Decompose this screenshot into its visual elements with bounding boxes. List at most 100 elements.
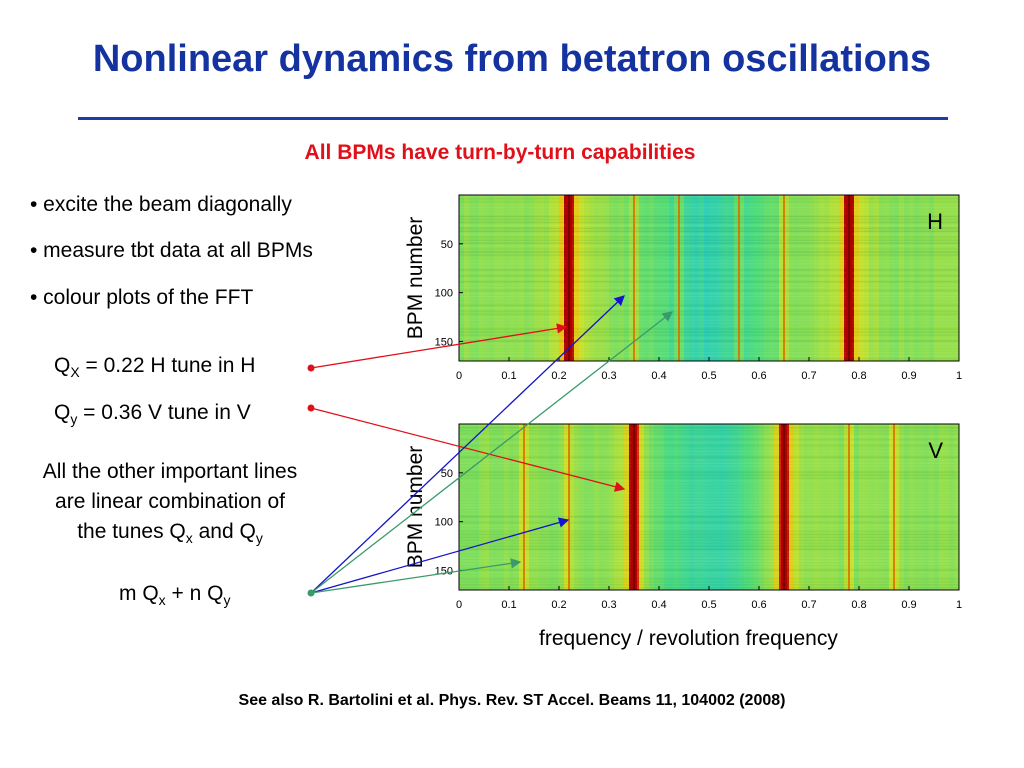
bpm-row-stripe bbox=[459, 200, 959, 203]
x-tick-label: 0.2 bbox=[551, 370, 566, 382]
heatmap-column bbox=[659, 195, 665, 361]
combo-arrow-v-green bbox=[310, 558, 522, 594]
linear-combination-note: All the other important lines are linear… bbox=[20, 457, 320, 553]
heatmap-column bbox=[754, 424, 760, 590]
heatmap-column bbox=[494, 424, 500, 590]
y-axis-label: BPM number bbox=[404, 217, 427, 340]
note-line-1: All the other important lines bbox=[42, 460, 298, 483]
heatmap-column bbox=[559, 195, 565, 361]
bpm-row-stripe bbox=[459, 545, 959, 548]
heatmap-column bbox=[474, 195, 480, 361]
heatmap-column bbox=[649, 424, 655, 590]
bpm-row-stripe bbox=[459, 542, 959, 545]
bpm-row-stripe bbox=[459, 278, 959, 280]
x-tick-label: 0.3 bbox=[601, 370, 616, 382]
heatmap-column bbox=[799, 424, 805, 590]
heatmap-column bbox=[619, 424, 625, 590]
resonance-line bbox=[633, 195, 635, 361]
heatmap-column bbox=[829, 424, 835, 590]
heatmap-column bbox=[949, 195, 955, 361]
heatmap-column bbox=[504, 195, 510, 361]
bullet-colour-plots: • colour plots of the FFT bbox=[30, 286, 254, 309]
heatmap-column bbox=[564, 424, 570, 590]
heatmap-column bbox=[589, 195, 595, 361]
resonance-line bbox=[678, 195, 680, 361]
bpm-row-stripe bbox=[459, 289, 959, 292]
bpm-row-stripe bbox=[459, 257, 959, 259]
bpm-row-stripe bbox=[459, 343, 959, 345]
heatmap-column bbox=[884, 195, 890, 361]
heatmap-column bbox=[894, 195, 900, 361]
heatmap-column bbox=[774, 195, 780, 361]
combo-arrow-h-blue bbox=[310, 295, 625, 594]
bpm-row-stripe bbox=[459, 581, 959, 583]
x-tick-label: 0.1 bbox=[501, 599, 516, 611]
bpm-row-stripe bbox=[459, 456, 959, 459]
bpm-row-stripe bbox=[459, 283, 959, 286]
heatmap-column bbox=[579, 424, 585, 590]
heatmap-column bbox=[909, 424, 915, 590]
bpm-row-stripe bbox=[459, 292, 959, 295]
heatmap-column bbox=[874, 424, 880, 590]
bpm-row-stripe bbox=[459, 557, 959, 559]
bpm-row-stripe bbox=[459, 340, 959, 342]
heatmap-column bbox=[754, 195, 760, 361]
bpm-row-stripe bbox=[459, 272, 959, 274]
heatmap-column bbox=[539, 424, 545, 590]
bpm-row-stripe bbox=[459, 468, 959, 470]
heatmap-column bbox=[924, 195, 930, 361]
y-axis-label: BPM number bbox=[404, 446, 427, 569]
heatmap-column bbox=[724, 195, 730, 361]
x-tick-label: 0.5 bbox=[701, 599, 716, 611]
bpm-row-stripe bbox=[459, 346, 959, 348]
x-tick-label: 0.7 bbox=[801, 599, 816, 611]
heatmap-column bbox=[694, 195, 700, 361]
x-tick-label: 0.5 bbox=[701, 370, 716, 382]
x-tick-label: 0.6 bbox=[751, 370, 766, 382]
heatmap-column bbox=[769, 424, 775, 590]
bpm-row-stripe bbox=[459, 480, 959, 482]
heatmap-column bbox=[764, 195, 770, 361]
bpm-row-stripe bbox=[459, 435, 959, 438]
heatmap-column bbox=[639, 195, 645, 361]
bpm-row-stripe bbox=[459, 554, 959, 556]
bpm-row-stripe bbox=[459, 441, 959, 444]
heatmap-column bbox=[544, 195, 550, 361]
heatmap-column bbox=[739, 424, 745, 590]
heatmap-column bbox=[689, 424, 695, 590]
heatmap-column bbox=[734, 195, 740, 361]
heatmap-column bbox=[459, 424, 465, 590]
bpm-row-stripe bbox=[459, 518, 959, 521]
heatmap-column bbox=[509, 424, 515, 590]
y-tick-label: 100 bbox=[435, 517, 453, 529]
bpm-row-stripe bbox=[459, 474, 959, 476]
panel-label: V bbox=[928, 438, 943, 463]
heatmap-column bbox=[534, 195, 540, 361]
heatmap-column bbox=[464, 195, 470, 361]
heatmap-column bbox=[724, 424, 730, 590]
combo-arrow-v-blue bbox=[310, 517, 570, 594]
qx-arrow-dot bbox=[307, 364, 315, 372]
bpm-row-stripe bbox=[459, 275, 959, 277]
bpm-row-stripe bbox=[459, 551, 959, 553]
citation: See also R. Bartolini et al. Phys. Rev. … bbox=[238, 692, 786, 709]
heatmap-column bbox=[849, 424, 855, 590]
heatmap-column bbox=[749, 195, 755, 361]
heatmap-column bbox=[809, 424, 815, 590]
bpm-row-stripe bbox=[459, 236, 959, 238]
heatmap-column bbox=[914, 424, 920, 590]
slide-subtitle: All BPMs have turn-by-turn capabilities bbox=[304, 141, 696, 164]
heatmap-column bbox=[679, 195, 685, 361]
heatmap-column bbox=[869, 424, 875, 590]
bpm-row-stripe bbox=[459, 301, 959, 304]
heatmap-column bbox=[554, 195, 560, 361]
bpm-row-stripe bbox=[459, 533, 959, 536]
heatmap-column bbox=[954, 424, 960, 590]
bpm-row-stripe bbox=[459, 203, 959, 206]
heatmap-column bbox=[899, 424, 905, 590]
heatmap-column bbox=[919, 424, 925, 590]
heatmap-column bbox=[649, 195, 655, 361]
heatmap-column bbox=[599, 195, 605, 361]
bpm-row-stripe bbox=[459, 515, 959, 518]
tune-peak-core bbox=[848, 195, 850, 361]
